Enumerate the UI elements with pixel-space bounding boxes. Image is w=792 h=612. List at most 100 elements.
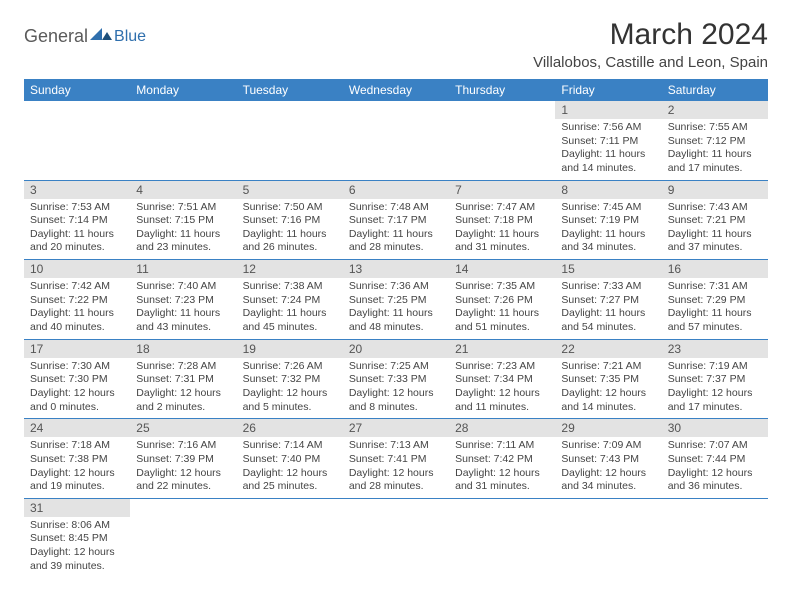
sunrise-text: Sunrise: 7:42 AM xyxy=(30,280,124,294)
sunset-text: Sunset: 7:29 PM xyxy=(668,294,762,308)
day-number: 27 xyxy=(343,419,449,437)
day-number: 25 xyxy=(130,419,236,437)
calendar-row: 10Sunrise: 7:42 AMSunset: 7:22 PMDayligh… xyxy=(24,260,768,340)
day-content: Sunrise: 7:36 AMSunset: 7:25 PMDaylight:… xyxy=(343,278,449,339)
sunrise-text: Sunrise: 7:16 AM xyxy=(136,439,230,453)
header: General Blue March 2024 Villalobos, Cast… xyxy=(24,18,768,71)
day-number: 19 xyxy=(237,340,343,358)
day-number: 16 xyxy=(662,260,768,278)
sunset-text: Sunset: 7:19 PM xyxy=(561,214,655,228)
title-block: March 2024 Villalobos, Castille and Leon… xyxy=(533,18,768,71)
daylight-text: Daylight: 11 hours and 37 minutes. xyxy=(668,228,762,255)
day-header: Monday xyxy=(130,79,236,101)
calendar-cell: 28Sunrise: 7:11 AMSunset: 7:42 PMDayligh… xyxy=(449,419,555,499)
day-content: Sunrise: 7:28 AMSunset: 7:31 PMDaylight:… xyxy=(130,358,236,419)
sunrise-text: Sunrise: 7:50 AM xyxy=(243,201,337,215)
sunrise-text: Sunrise: 7:14 AM xyxy=(243,439,337,453)
sunset-text: Sunset: 7:40 PM xyxy=(243,453,337,467)
calendar-cell: 21Sunrise: 7:23 AMSunset: 7:34 PMDayligh… xyxy=(449,339,555,419)
location-text: Villalobos, Castille and Leon, Spain xyxy=(533,54,768,71)
calendar-cell xyxy=(449,498,555,577)
calendar-cell: 17Sunrise: 7:30 AMSunset: 7:30 PMDayligh… xyxy=(24,339,130,419)
calendar-cell: 22Sunrise: 7:21 AMSunset: 7:35 PMDayligh… xyxy=(555,339,661,419)
calendar-cell: 9Sunrise: 7:43 AMSunset: 7:21 PMDaylight… xyxy=(662,180,768,260)
calendar-cell: 4Sunrise: 7:51 AMSunset: 7:15 PMDaylight… xyxy=(130,180,236,260)
sunrise-text: Sunrise: 7:13 AM xyxy=(349,439,443,453)
calendar-cell: 23Sunrise: 7:19 AMSunset: 7:37 PMDayligh… xyxy=(662,339,768,419)
sunrise-text: Sunrise: 7:35 AM xyxy=(455,280,549,294)
sunrise-text: Sunrise: 7:56 AM xyxy=(561,121,655,135)
calendar-cell: 6Sunrise: 7:48 AMSunset: 7:17 PMDaylight… xyxy=(343,180,449,260)
sunset-text: Sunset: 7:42 PM xyxy=(455,453,549,467)
logo-text-blue: Blue xyxy=(114,28,146,46)
daylight-text: Daylight: 12 hours and 0 minutes. xyxy=(30,387,124,414)
sunset-text: Sunset: 7:16 PM xyxy=(243,214,337,228)
day-content: Sunrise: 7:47 AMSunset: 7:18 PMDaylight:… xyxy=(449,199,555,260)
day-content: Sunrise: 7:26 AMSunset: 7:32 PMDaylight:… xyxy=(237,358,343,419)
day-content: Sunrise: 7:07 AMSunset: 7:44 PMDaylight:… xyxy=(662,437,768,498)
daylight-text: Daylight: 11 hours and 51 minutes. xyxy=(455,307,549,334)
calendar-cell xyxy=(237,101,343,180)
calendar-cell: 10Sunrise: 7:42 AMSunset: 7:22 PMDayligh… xyxy=(24,260,130,340)
daylight-text: Daylight: 12 hours and 28 minutes. xyxy=(349,467,443,494)
calendar-row: 31Sunrise: 8:06 AMSunset: 8:45 PMDayligh… xyxy=(24,498,768,577)
day-content: Sunrise: 7:23 AMSunset: 7:34 PMDaylight:… xyxy=(449,358,555,419)
calendar-row: 17Sunrise: 7:30 AMSunset: 7:30 PMDayligh… xyxy=(24,339,768,419)
day-content: Sunrise: 7:11 AMSunset: 7:42 PMDaylight:… xyxy=(449,437,555,498)
day-number: 12 xyxy=(237,260,343,278)
calendar-row: 1Sunrise: 7:56 AMSunset: 7:11 PMDaylight… xyxy=(24,101,768,180)
calendar-table: Sunday Monday Tuesday Wednesday Thursday… xyxy=(24,79,768,577)
daylight-text: Daylight: 11 hours and 43 minutes. xyxy=(136,307,230,334)
day-content: Sunrise: 7:30 AMSunset: 7:30 PMDaylight:… xyxy=(24,358,130,419)
calendar-row: 24Sunrise: 7:18 AMSunset: 7:38 PMDayligh… xyxy=(24,419,768,499)
calendar-cell: 26Sunrise: 7:14 AMSunset: 7:40 PMDayligh… xyxy=(237,419,343,499)
daylight-text: Daylight: 12 hours and 14 minutes. xyxy=(561,387,655,414)
calendar-cell: 30Sunrise: 7:07 AMSunset: 7:44 PMDayligh… xyxy=(662,419,768,499)
page-title: March 2024 xyxy=(533,18,768,52)
sunset-text: Sunset: 7:27 PM xyxy=(561,294,655,308)
day-number: 14 xyxy=(449,260,555,278)
sunset-text: Sunset: 7:21 PM xyxy=(668,214,762,228)
sunset-text: Sunset: 7:32 PM xyxy=(243,373,337,387)
day-number: 29 xyxy=(555,419,661,437)
daylight-text: Daylight: 11 hours and 34 minutes. xyxy=(561,228,655,255)
calendar-cell: 16Sunrise: 7:31 AMSunset: 7:29 PMDayligh… xyxy=(662,260,768,340)
daylight-text: Daylight: 12 hours and 2 minutes. xyxy=(136,387,230,414)
sunrise-text: Sunrise: 7:26 AM xyxy=(243,360,337,374)
calendar-cell: 12Sunrise: 7:38 AMSunset: 7:24 PMDayligh… xyxy=(237,260,343,340)
day-header: Tuesday xyxy=(237,79,343,101)
sunrise-text: Sunrise: 7:36 AM xyxy=(349,280,443,294)
sunset-text: Sunset: 7:17 PM xyxy=(349,214,443,228)
sunrise-text: Sunrise: 7:51 AM xyxy=(136,201,230,215)
logo: General Blue xyxy=(24,18,146,47)
day-content: Sunrise: 7:19 AMSunset: 7:37 PMDaylight:… xyxy=(662,358,768,419)
sunrise-text: Sunrise: 7:23 AM xyxy=(455,360,549,374)
calendar-cell: 31Sunrise: 8:06 AMSunset: 8:45 PMDayligh… xyxy=(24,498,130,577)
sunset-text: Sunset: 7:14 PM xyxy=(30,214,124,228)
calendar-cell: 25Sunrise: 7:16 AMSunset: 7:39 PMDayligh… xyxy=(130,419,236,499)
day-header: Saturday xyxy=(662,79,768,101)
sunrise-text: Sunrise: 7:11 AM xyxy=(455,439,549,453)
day-content: Sunrise: 7:43 AMSunset: 7:21 PMDaylight:… xyxy=(662,199,768,260)
sunrise-text: Sunrise: 7:48 AM xyxy=(349,201,443,215)
sunset-text: Sunset: 7:24 PM xyxy=(243,294,337,308)
sunset-text: Sunset: 7:41 PM xyxy=(349,453,443,467)
sunset-text: Sunset: 7:33 PM xyxy=(349,373,443,387)
calendar-cell xyxy=(343,101,449,180)
daylight-text: Daylight: 11 hours and 54 minutes. xyxy=(561,307,655,334)
day-number: 22 xyxy=(555,340,661,358)
calendar-cell: 3Sunrise: 7:53 AMSunset: 7:14 PMDaylight… xyxy=(24,180,130,260)
calendar-cell xyxy=(237,498,343,577)
sunset-text: Sunset: 7:18 PM xyxy=(455,214,549,228)
sunset-text: Sunset: 7:30 PM xyxy=(30,373,124,387)
sunset-text: Sunset: 7:12 PM xyxy=(668,135,762,149)
day-content: Sunrise: 7:38 AMSunset: 7:24 PMDaylight:… xyxy=(237,278,343,339)
calendar-cell: 14Sunrise: 7:35 AMSunset: 7:26 PMDayligh… xyxy=(449,260,555,340)
daylight-text: Daylight: 12 hours and 39 minutes. xyxy=(30,546,124,573)
day-number: 7 xyxy=(449,181,555,199)
sunrise-text: Sunrise: 7:38 AM xyxy=(243,280,337,294)
sunset-text: Sunset: 7:31 PM xyxy=(136,373,230,387)
sunrise-text: Sunrise: 7:21 AM xyxy=(561,360,655,374)
day-content: Sunrise: 7:55 AMSunset: 7:12 PMDaylight:… xyxy=(662,119,768,180)
calendar-cell: 8Sunrise: 7:45 AMSunset: 7:19 PMDaylight… xyxy=(555,180,661,260)
